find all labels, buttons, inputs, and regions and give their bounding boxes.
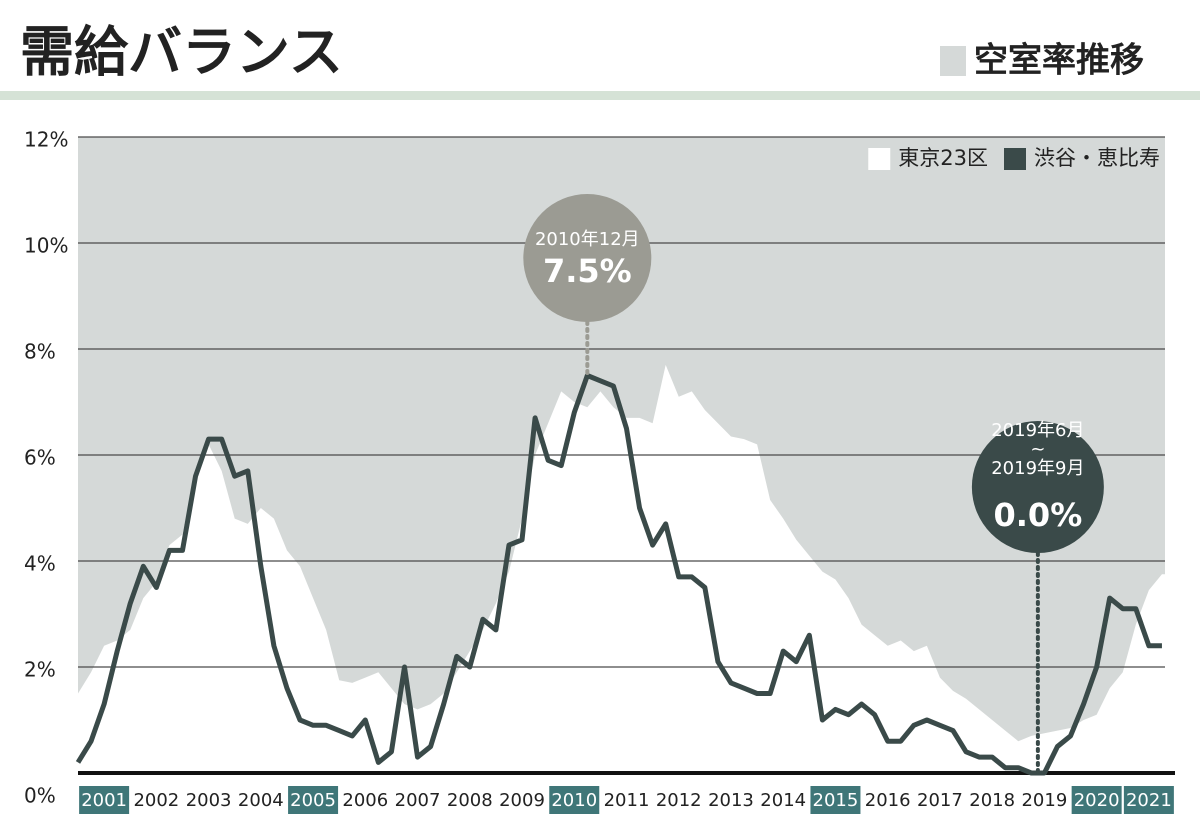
- y-tick-label: 0%: [24, 784, 56, 808]
- x-tick-highlight: [810, 786, 861, 814]
- x-tick-highlight: [288, 786, 339, 814]
- legend-swatch: [1004, 148, 1026, 170]
- annotation-bubble: [971, 421, 1104, 553]
- x-tick-label: 2009: [499, 790, 545, 811]
- y-tick-label: 4%: [24, 552, 56, 576]
- x-tick-label: 2014: [760, 790, 806, 811]
- x-tick-highlight: [1123, 786, 1174, 814]
- y-tick-label: 10%: [24, 234, 68, 258]
- x-tick-label: 2017: [917, 790, 963, 811]
- annotation-date: ~: [1030, 439, 1045, 460]
- x-tick-label: 2012: [656, 790, 702, 811]
- x-tick-label: 2010: [551, 790, 597, 811]
- annotation-date: 2010年12月: [535, 229, 640, 250]
- annotation-value: 0.0%: [994, 496, 1083, 534]
- x-tick-label: 2015: [813, 790, 859, 811]
- annotation-value: 7.5%: [543, 252, 632, 290]
- y-tick-label: 8%: [24, 340, 56, 364]
- x-tick-label: 2016: [865, 790, 911, 811]
- x-tick-label: 2008: [447, 790, 493, 811]
- chart-subtitle: 空室率推移: [974, 41, 1144, 81]
- x-tick-label: 2001: [81, 790, 127, 811]
- subtitle-swatch: [940, 46, 966, 76]
- annotation-bubble: [523, 194, 652, 322]
- y-tick-label: 12%: [24, 128, 68, 152]
- x-tick-label: 2011: [604, 790, 650, 811]
- x-tick-label: 2013: [708, 790, 754, 811]
- header-band: [0, 91, 1200, 100]
- annotation-date: 2019年6月: [991, 420, 1084, 441]
- x-tick-highlight: [79, 786, 130, 814]
- x-tick-highlight: [549, 786, 600, 814]
- line: [75, 373, 1162, 776]
- x-tick-label: 2021: [1126, 790, 1172, 811]
- chart-title: 需給バランス: [20, 21, 343, 84]
- legend-swatch: [868, 148, 891, 170]
- legend-label: 東京23区: [898, 146, 988, 170]
- x-tick-label: 2004: [238, 790, 284, 811]
- annotation-date: 2019年9月: [991, 458, 1084, 479]
- x-tick-label: 2002: [133, 790, 179, 811]
- legend-label: 渋谷・恵比寿: [1034, 146, 1160, 170]
- x-tick-label: 2020: [1074, 790, 1120, 811]
- x-tick-label: 2019: [1021, 790, 1067, 811]
- x-tick-label: 2006: [342, 790, 388, 811]
- y-tick-label: 2%: [24, 658, 56, 682]
- x-tick-label: 2005: [290, 790, 336, 811]
- x-tick-label: 2018: [969, 790, 1015, 811]
- x-tick-label: 2003: [186, 790, 232, 811]
- y-tick-label: 6%: [24, 446, 56, 470]
- area: [78, 364, 1169, 773]
- x-tick-highlight: [1071, 786, 1122, 814]
- x-tick-label: 2007: [395, 790, 441, 811]
